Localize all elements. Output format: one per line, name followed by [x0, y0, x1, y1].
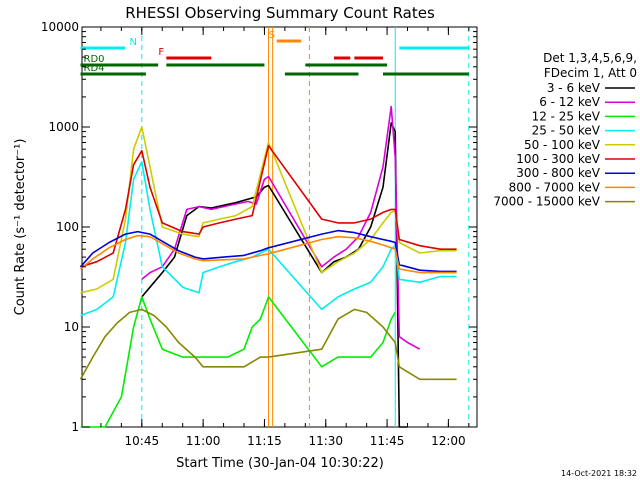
legend-label-1: 3 - 6 keV: [547, 81, 601, 95]
series-line-6: [80, 144, 457, 268]
series-line-7: [79, 229, 457, 273]
x-tick-label-6: 12:00: [431, 434, 466, 448]
series-line-1: [141, 122, 408, 428]
y-axis-label: Count Rate (s⁻¹ detector⁻¹): [13, 139, 28, 316]
mode-label-rd0: RD0: [84, 54, 105, 65]
mode-label-n: N: [129, 37, 136, 48]
x-tick-label-5: 11:45: [370, 434, 405, 448]
y-tick-label-4: 1000: [48, 120, 79, 134]
legend-label-3: 12 - 25 keV: [532, 109, 601, 123]
series-line-3: [80, 296, 396, 428]
legend-label-6: 100 - 300 keV: [516, 152, 600, 166]
legend-label-9: 7000 - 15000 keV: [493, 195, 600, 209]
render-timestamp: 14-Oct-2021 18:32: [561, 469, 637, 478]
y-tick-label-1: 1: [71, 420, 79, 434]
plot-frame: [81, 26, 478, 428]
legend-header-1: Det 1,3,4,5,6,9,: [543, 51, 637, 65]
x-tick-label-1: 10:45: [125, 434, 160, 448]
series-line-9: [79, 308, 457, 381]
y-tick-label-5: 10000: [41, 20, 79, 34]
mode-label-f: F: [158, 47, 164, 58]
mode-label-rd4: RD4: [84, 63, 105, 74]
x-tick-label-3: 11:15: [247, 434, 282, 448]
legend-label-5: 50 - 100 keV: [524, 138, 601, 152]
legend-label-2: 6 - 12 keV: [539, 95, 601, 109]
series-line-2: [141, 105, 421, 350]
y-tick-label-3: 100: [56, 220, 79, 234]
series-line-5: [80, 126, 457, 294]
x-tick-label-2: 11:00: [186, 434, 221, 448]
legend-label-4: 25 - 50 keV: [532, 124, 601, 138]
legend-label-7: 300 - 800 keV: [516, 166, 600, 180]
x-tick-label-4: 11:30: [308, 434, 343, 448]
legend-label-8: 800 - 7000 keV: [509, 180, 601, 194]
x-axis-label: Start Time (30-Jan-04 10:30:22): [176, 456, 384, 471]
chart-title: RHESSI Observing Summary Count Rates: [125, 4, 435, 22]
series-line-8: [79, 234, 457, 274]
mode-label-s: S: [269, 30, 275, 41]
y-tick-label-2: 10: [64, 320, 79, 334]
legend-header-2: FDecim 1, Att 0: [544, 66, 637, 80]
